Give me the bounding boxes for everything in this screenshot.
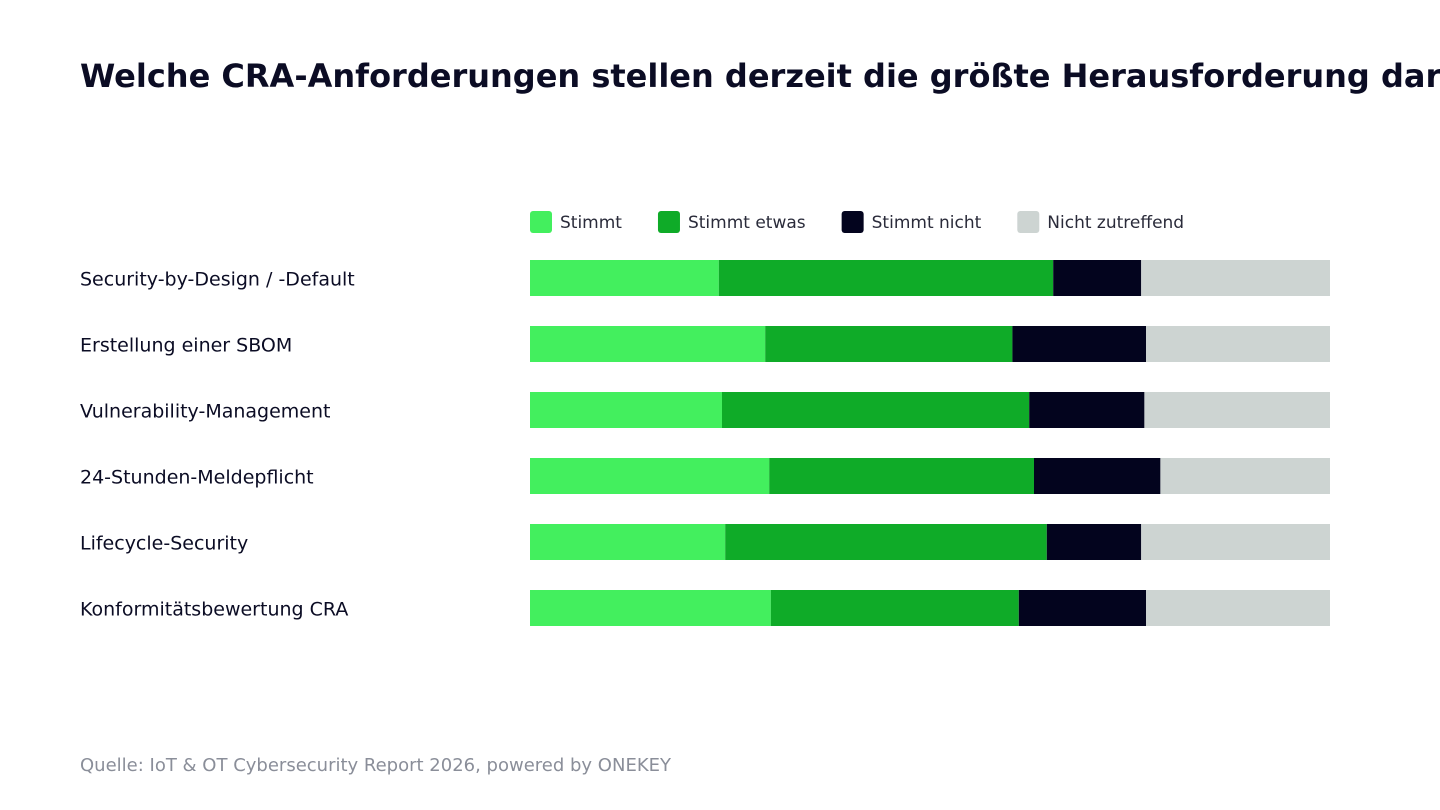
- bar-segment: [769, 458, 1034, 494]
- bar-segment: [530, 326, 766, 362]
- bar-segment: [530, 260, 719, 296]
- category-label: Erstellung einer SBOM: [80, 335, 292, 357]
- category-label: Vulnerability-Management: [80, 401, 331, 423]
- category-label: Security-by-Design / -Default: [80, 269, 355, 291]
- chart-title: Welche CRA-Anforderungen stellen derzeit…: [80, 57, 1440, 95]
- legend-label: Stimmt nicht: [872, 213, 982, 233]
- bar-segment: [1146, 326, 1330, 362]
- bar-segment: [530, 392, 722, 428]
- bar-segment: [530, 524, 726, 560]
- legend-swatch: [1017, 211, 1040, 233]
- bar-segment: [1046, 524, 1142, 560]
- source-note: Quelle: IoT & OT Cybersecurity Report 20…: [80, 755, 672, 776]
- legend-label: Nicht zutreffend: [1047, 213, 1184, 233]
- category-label: Lifecycle-Security: [80, 533, 248, 555]
- bar-segment: [1160, 458, 1330, 494]
- bar-segment: [530, 590, 771, 626]
- bar-segment: [1141, 524, 1330, 560]
- legend-swatch: [530, 211, 552, 233]
- legend-swatch: [841, 211, 864, 233]
- legend-label: Stimmt etwas: [688, 213, 806, 233]
- category-label: Konformitätsbewertung CRA: [80, 599, 348, 621]
- bar-segment: [770, 590, 1019, 626]
- bar-segment: [765, 326, 1013, 362]
- bar-segment: [530, 458, 770, 494]
- legend-label: Stimmt: [560, 213, 622, 233]
- bar-segment: [725, 524, 1047, 560]
- bar-segment: [1146, 590, 1330, 626]
- category-label: 24-Stunden-Meldepflicht: [80, 467, 314, 489]
- bar-segment: [1141, 260, 1330, 296]
- bar-segment: [718, 260, 1054, 296]
- bar-segment: [1029, 392, 1145, 428]
- bar-segment: [1034, 458, 1161, 494]
- bar-segment: [722, 392, 1030, 428]
- bar-segment: [1018, 590, 1146, 626]
- bar-segment: [1144, 392, 1330, 428]
- bar-segment: [1053, 260, 1142, 296]
- bar-segment: [1012, 326, 1146, 362]
- legend-swatch: [657, 211, 680, 233]
